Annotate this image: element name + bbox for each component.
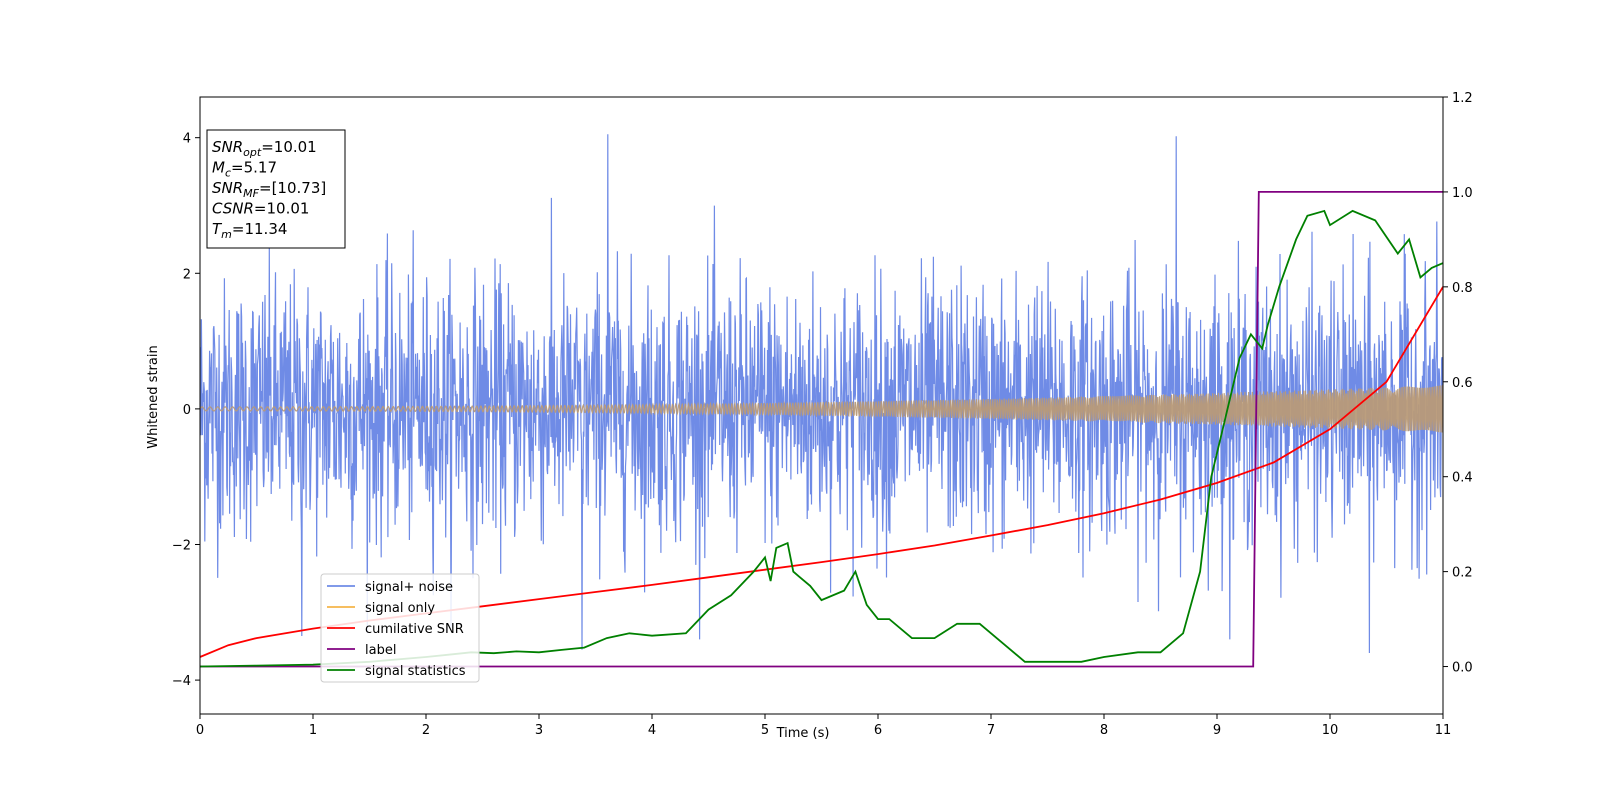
info-box-frame xyxy=(206,129,346,249)
x-tick-label: 5 xyxy=(761,723,769,738)
legend-label: cumilative SNR xyxy=(365,622,464,637)
x-tick-label: 1 xyxy=(309,723,317,738)
legend-label: signal+ noise xyxy=(365,580,453,595)
signal-noise-line xyxy=(200,134,1443,654)
y-left-tick-label: 2 xyxy=(183,267,191,282)
legend-label: label xyxy=(365,643,396,658)
x-axis-label: Time (s) xyxy=(776,726,830,741)
info-line: Mc=5.17 xyxy=(212,159,277,180)
x-tick-label: 8 xyxy=(1100,723,1108,738)
x-tick-label: 2 xyxy=(422,723,430,738)
info-box: SNRopt=10.01Mc=5.17SNRMF=[10.73]CSNR=10.… xyxy=(206,129,346,249)
signal-only-series xyxy=(200,385,1443,433)
signal-statistics-line xyxy=(199,209,1444,668)
legend: signal+ noise signal only cumilative SNR la… xyxy=(320,573,480,683)
plot-frame xyxy=(199,96,1444,715)
y-right-tick-label: 0.2 xyxy=(1452,566,1473,581)
x-tick-label: 10 xyxy=(1322,723,1339,738)
axes xyxy=(199,96,1444,715)
x-tick-label: 3 xyxy=(535,723,543,738)
y-left-tick-label: −4 xyxy=(172,674,191,689)
info-line: SNRMF=[10.73] xyxy=(212,179,326,200)
y-right-tick-label: 0.6 xyxy=(1452,376,1473,391)
legend-label: signal statistics xyxy=(365,664,466,679)
info-line: CSNR=10.01 xyxy=(212,200,309,218)
x-tick-label: 0 xyxy=(196,723,204,738)
tick-labels: 0 1 2 3 4 5 6 7 8 9 10 11 −4 −2 0 2 4 0.0 0.2 0.4 0.6 0.8 1.0 1… xyxy=(172,91,1473,738)
y-right-tick-label: 1.0 xyxy=(1452,186,1473,201)
signal-only-line xyxy=(200,385,1443,433)
y-right-tick-label: 0.4 xyxy=(1452,471,1473,486)
x-tick-label: 9 xyxy=(1213,723,1221,738)
info-line: SNRopt=10.01 xyxy=(212,138,317,159)
y-right-tick-label: 0.8 xyxy=(1452,281,1473,296)
y-left-tick-label: 0 xyxy=(183,403,191,418)
label-line xyxy=(200,190,1443,668)
y-left-tick-label: −2 xyxy=(172,538,191,553)
legend-frame xyxy=(320,573,480,683)
x-tick-label: 7 xyxy=(987,723,995,738)
y-right-tick-label: 0.0 xyxy=(1452,661,1473,676)
x-tick-label: 4 xyxy=(648,723,656,738)
legend-label: signal only xyxy=(365,601,435,616)
y-right-tick-label: 1.2 xyxy=(1452,91,1473,106)
signal-noise-series xyxy=(200,134,1443,654)
y-left-tick-label: 4 xyxy=(183,132,191,147)
y-axis-label: Whitened strain xyxy=(146,345,161,448)
x-tick-label: 11 xyxy=(1435,723,1452,738)
x-tick-label: 6 xyxy=(874,723,882,738)
info-line: Tm=11.34 xyxy=(212,220,287,241)
